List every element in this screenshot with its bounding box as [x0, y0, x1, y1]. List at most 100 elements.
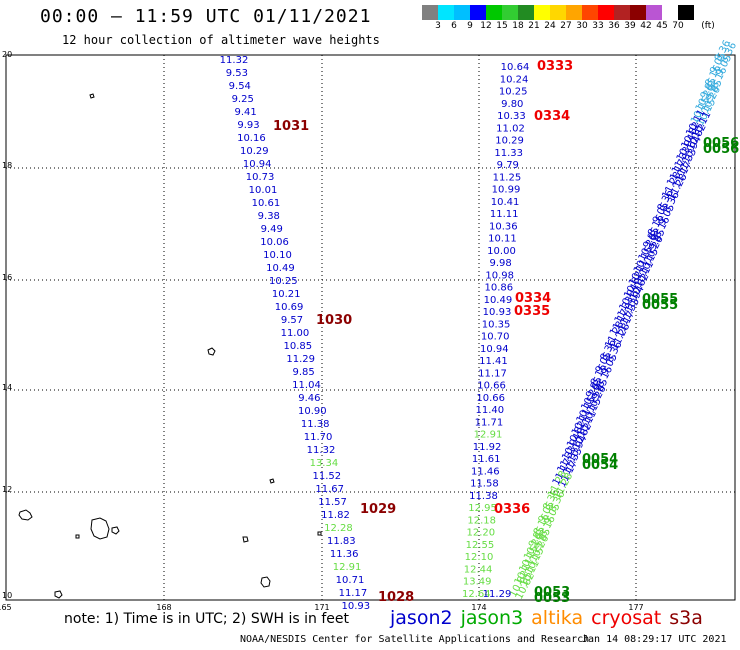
island-outline [207, 347, 216, 356]
wave-height-value: 11.17 [478, 368, 507, 379]
wave-height-value: 10.41 [491, 197, 520, 208]
color-scale-tick: 30 [576, 21, 588, 31]
color-scale-tick: 18 [512, 21, 524, 31]
wave-height-value: 11.17 [339, 588, 368, 599]
wave-height-value: 9.38 [258, 211, 280, 222]
island-outline [90, 517, 110, 540]
wave-height-value: 11.32 [307, 445, 336, 456]
pass-time-label: 0056 [703, 136, 739, 151]
pass-time-label: 1031 [273, 119, 309, 134]
color-swatch [438, 5, 454, 20]
pass-time-label: 0334 [515, 291, 551, 306]
wave-height-value: 10.71 [336, 575, 365, 586]
wave-height-value: 10.70 [481, 332, 510, 343]
color-swatch [566, 5, 582, 20]
latitude-label: 10 [2, 591, 12, 600]
wave-height-value: 10.21 [272, 289, 301, 300]
wave-height-value: 9.46 [298, 393, 320, 404]
color-scale-tick: 9 [467, 21, 473, 31]
wave-height-value: 11.57 [318, 497, 347, 508]
pass-time-label: 1029 [360, 502, 396, 517]
island-outline [269, 478, 275, 484]
wave-height-value: 9.41 [234, 107, 256, 118]
wave-height-value: 9.93 [237, 120, 259, 131]
latitude-label: 12 [2, 485, 12, 494]
longitude-label: 168 [156, 603, 171, 612]
pass-time-label: 0053 [534, 585, 570, 600]
color-scale-tick: 27 [560, 21, 572, 31]
wave-height-value: 10.66 [476, 393, 505, 404]
pass-time-label: 0336 [494, 502, 530, 517]
island-outline [75, 534, 80, 539]
wave-height-value: 12.91 [474, 430, 503, 441]
island-outline [89, 93, 95, 99]
wave-height-value: 11.32 [220, 55, 249, 66]
wave-height-value: 12.95 [468, 503, 497, 514]
island-outline [111, 526, 120, 535]
wave-height-value: 10.69 [275, 302, 304, 313]
wave-height-value: 10.93 [341, 601, 370, 612]
wave-height-value: 10.25 [499, 87, 528, 98]
pass-time-label: 0056 [703, 142, 739, 157]
pass-time-label: 1028 [378, 590, 414, 605]
wave-height-value: 9.54 [229, 81, 251, 92]
credit-text: NOAA/NESDIS Center for Satellite Applica… [240, 634, 590, 645]
longitude-label: 174 [471, 603, 486, 612]
wave-height-value: 10.90 [298, 406, 327, 417]
wave-height-value: 11.40 [475, 405, 504, 416]
track-values: 11.32 9.53 9.54 9.25 9.41 9.93 10.16 10.29 10.94… [220, 55, 530, 612]
wave-height-value: 9.79 [497, 160, 519, 171]
wave-height-value: 10.10 [263, 250, 292, 261]
pass-time-label: 0054 [582, 452, 618, 467]
color-swatch [678, 5, 694, 20]
color-scale-ticks: 3 6 9 12 15 18 21 24 27 30 33 36 39 42 45 70 (ft) [422, 20, 740, 34]
wave-height-value: 11.52 [312, 471, 341, 482]
wave-height-value: 12.44 [464, 564, 493, 575]
color-swatch [598, 5, 614, 20]
color-swatch [646, 5, 662, 20]
satellite-legend-jason2: jason2 [390, 607, 453, 629]
color-scale-tick: 21 [528, 21, 540, 31]
color-scale-tick: 70 [672, 21, 684, 31]
color-swatch [534, 5, 550, 20]
wave-height-value: 10.61 [252, 198, 281, 209]
wave-height-value: 10.16 [237, 133, 266, 144]
color-swatch [662, 5, 678, 20]
wave-height-value: 10.99 [492, 185, 521, 196]
wave-height-value: 10.35 [482, 319, 511, 330]
satellite-legend-s3a: s3a [669, 607, 703, 629]
wave-height-value: 13.49 [463, 577, 492, 588]
wave-height-value: 11.04 [292, 380, 321, 391]
wave-height-value: 10.33 [497, 111, 526, 122]
color-scale-tick: 45 [656, 21, 668, 31]
color-swatch [454, 5, 470, 20]
wave-height-value: 11.00 [281, 328, 310, 339]
wave-height-value: 11.70 [304, 432, 333, 443]
color-swatch [486, 5, 502, 20]
pass-time-label: 0335 [514, 304, 550, 319]
latitude-label: 18 [2, 161, 12, 170]
wave-height-value: 11.11 [490, 209, 519, 220]
wave-height-value: 11.02 [496, 123, 525, 134]
note-text: note: 1) Time is in UTC; 2) SWH is in fe… [64, 611, 350, 627]
latitude-label: 20 [2, 50, 12, 59]
satellite-legend: jason2 jason3 altika cryosat s3a [390, 607, 711, 629]
wave-height-value: 11.38 [469, 491, 498, 502]
wave-height-value: 9.49 [261, 224, 283, 235]
wave-height-value: 10.98 [485, 270, 514, 281]
latitude-label: 16 [2, 273, 12, 282]
wave-height-value: 10.93 [483, 307, 512, 318]
color-scale-tick: 42 [640, 21, 652, 31]
latitude-label: 14 [2, 383, 12, 392]
wave-height-value: 12.64 [462, 589, 491, 600]
color-swatch [550, 5, 566, 20]
color-swatches [422, 5, 740, 20]
longitude-label: 171 [314, 603, 329, 612]
wave-height-value: 10.24 [500, 74, 529, 85]
island-outline [260, 576, 271, 588]
pass-time-label: 0055 [642, 292, 678, 307]
color-scale-tick: 15 [496, 21, 508, 31]
color-swatch [518, 5, 534, 20]
pass-time-label: 1030 [316, 313, 352, 328]
